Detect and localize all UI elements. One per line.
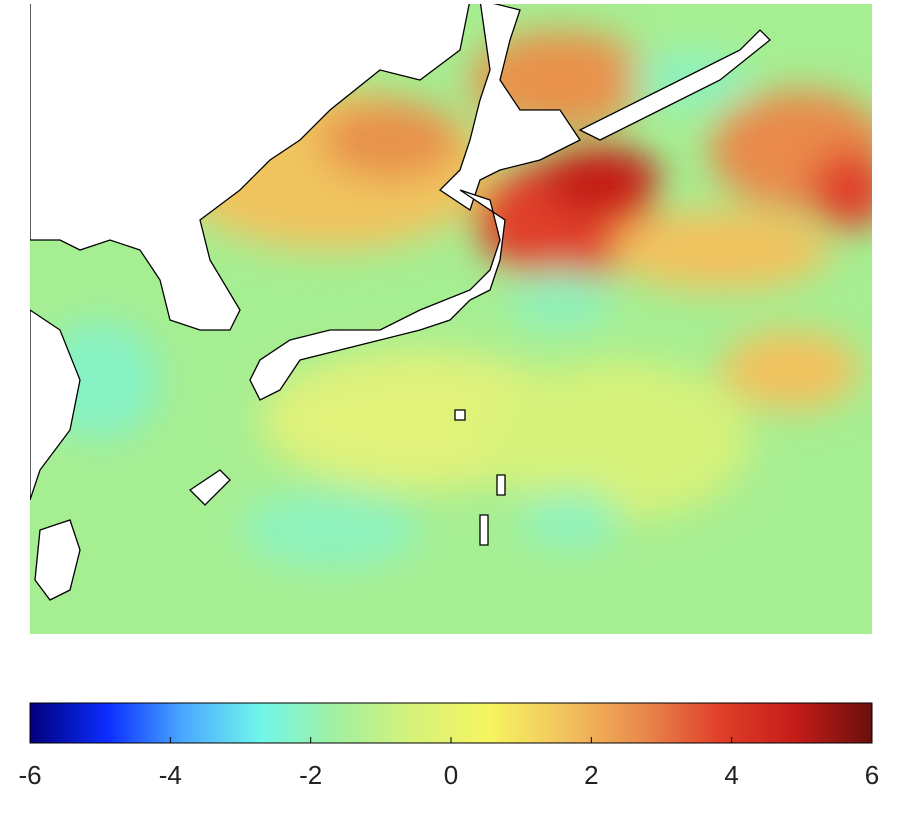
colorbar: -6 -4 -2 0 2 4 6 [18, 702, 879, 790]
tick-label: -6 [18, 760, 41, 790]
land [30, 4, 771, 601]
tick-label: -2 [299, 760, 322, 790]
tick-label: 2 [584, 760, 598, 790]
tick-label: 6 [865, 760, 879, 790]
tick-label: 0 [444, 760, 458, 790]
tick-label: -4 [159, 760, 182, 790]
colorbar-bar [29, 702, 873, 744]
anomaly-field [40, 30, 872, 570]
tick-label: 4 [724, 760, 738, 790]
map [30, 4, 872, 634]
